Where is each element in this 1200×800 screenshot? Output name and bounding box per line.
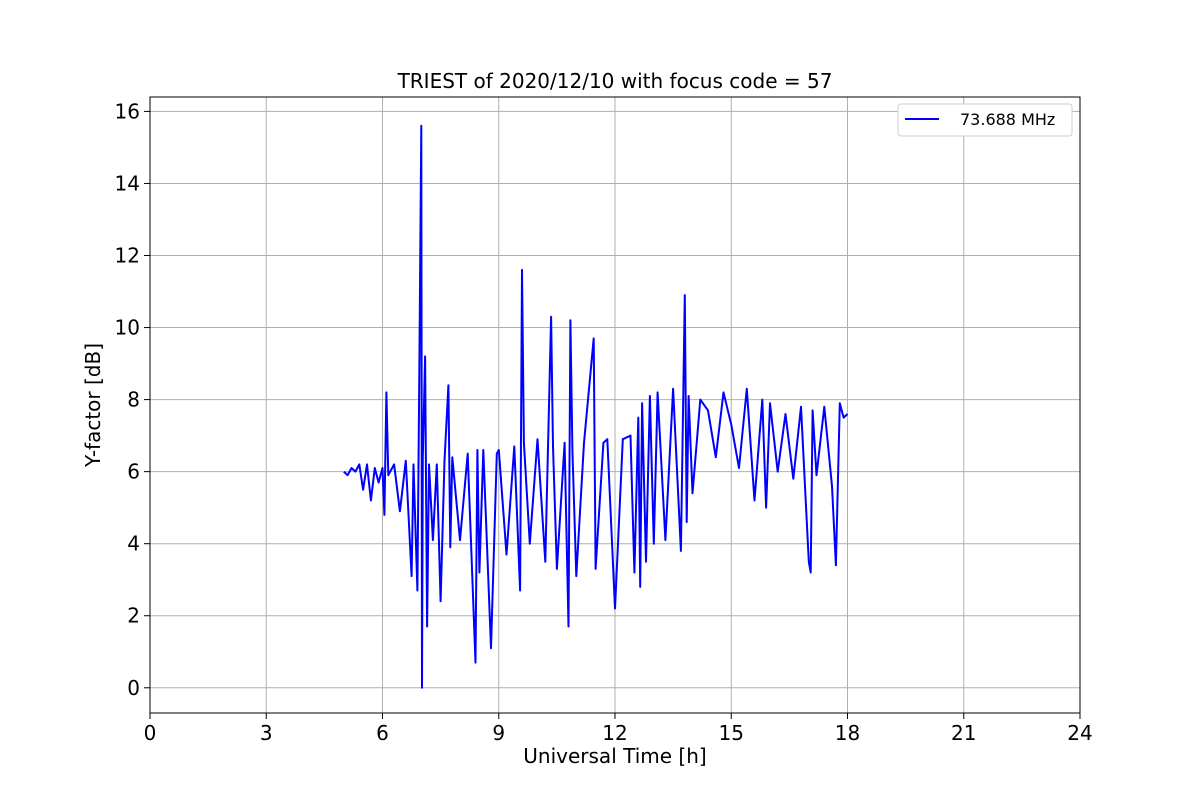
- x-tick-label: 6: [376, 721, 389, 745]
- series-line: [343, 124, 849, 689]
- y-tick-label: 4: [127, 532, 140, 556]
- x-tick-label: 12: [602, 721, 627, 745]
- x-tick-label: 15: [719, 721, 744, 745]
- x-axis-label: Universal Time [h]: [523, 744, 706, 768]
- x-tick-label: 24: [1067, 721, 1092, 745]
- y-tick-label: 16: [115, 99, 140, 123]
- y-tick-label: 10: [115, 316, 140, 340]
- legend-box: [897, 103, 1073, 137]
- x-tick-label: 9: [492, 721, 505, 745]
- legend-entry: 73.688 MHz: [960, 110, 1055, 129]
- x-tick-label: 18: [835, 721, 860, 745]
- legend: 73.688 MHz: [897, 103, 1073, 137]
- y-tick-label: 8: [127, 388, 140, 412]
- y-tick-label: 2: [127, 604, 140, 628]
- chart-title: TRIEST of 2020/12/10 with focus code = 5…: [397, 69, 833, 93]
- y-axis-label: Y-factor [dB]: [81, 343, 105, 468]
- x-tick-label: 3: [260, 721, 273, 745]
- series-layer: [343, 124, 849, 689]
- y-tick-label: 0: [127, 676, 140, 700]
- x-tick-label: 21: [951, 721, 976, 745]
- y-tick-label: 6: [127, 460, 140, 484]
- y-tick-label: 14: [115, 171, 140, 195]
- x-tick-label: 0: [144, 721, 157, 745]
- y-tick-label: 12: [115, 244, 140, 268]
